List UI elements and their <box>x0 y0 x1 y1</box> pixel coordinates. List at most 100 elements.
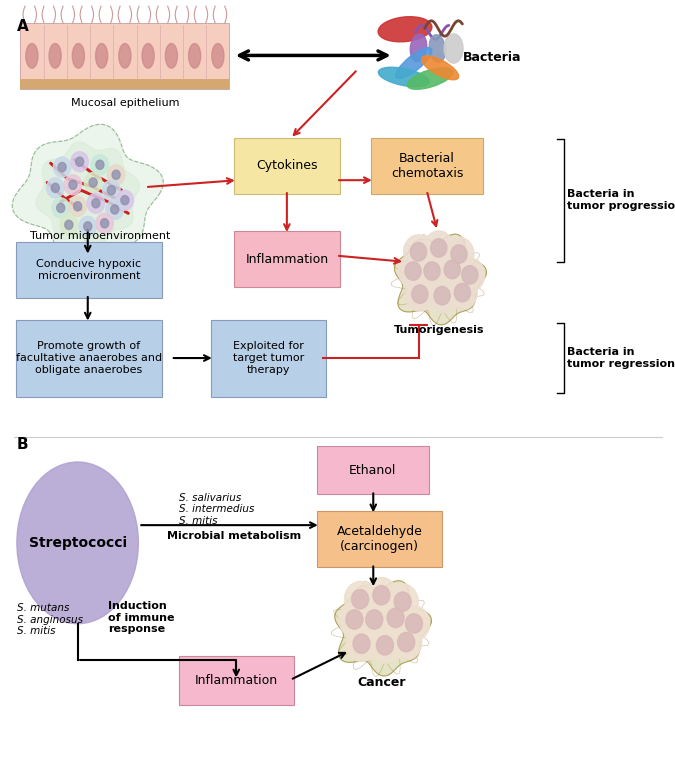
Circle shape <box>92 199 100 208</box>
FancyBboxPatch shape <box>317 511 442 567</box>
Ellipse shape <box>119 43 131 69</box>
Text: Bacteria in
tumor regression: Bacteria in tumor regression <box>567 347 675 369</box>
Circle shape <box>424 231 454 265</box>
Text: Bacteria: Bacteria <box>462 52 521 64</box>
Ellipse shape <box>72 43 84 69</box>
Circle shape <box>57 203 65 213</box>
Circle shape <box>346 626 377 661</box>
Circle shape <box>84 222 92 231</box>
Circle shape <box>101 219 109 228</box>
Circle shape <box>79 216 97 236</box>
Text: Conducive hypoxic
microenvironment: Conducive hypoxic microenvironment <box>36 259 141 281</box>
Text: Tumor microenvironment: Tumor microenvironment <box>30 231 171 241</box>
Text: A: A <box>17 19 28 34</box>
Circle shape <box>121 196 129 205</box>
Ellipse shape <box>396 48 432 79</box>
Circle shape <box>434 286 450 305</box>
Circle shape <box>60 215 78 235</box>
Text: Inflammation: Inflammation <box>194 674 278 687</box>
Ellipse shape <box>26 43 38 69</box>
Text: Inflammation: Inflammation <box>245 253 329 266</box>
FancyBboxPatch shape <box>234 231 340 287</box>
Circle shape <box>116 190 134 210</box>
Circle shape <box>87 193 105 213</box>
FancyBboxPatch shape <box>20 23 230 89</box>
Text: Induction
of immune
response: Induction of immune response <box>108 601 175 634</box>
Text: S. mutans
S. anginosus
S. mitis: S. mutans S. anginosus S. mitis <box>17 603 83 637</box>
Circle shape <box>91 155 109 175</box>
Circle shape <box>405 262 421 280</box>
Circle shape <box>369 628 400 663</box>
Circle shape <box>344 581 376 617</box>
Circle shape <box>111 205 119 214</box>
Circle shape <box>106 199 124 219</box>
Ellipse shape <box>188 43 200 69</box>
Circle shape <box>84 172 102 192</box>
Ellipse shape <box>444 34 463 63</box>
Circle shape <box>352 590 369 609</box>
Polygon shape <box>12 124 163 264</box>
Ellipse shape <box>429 35 446 62</box>
Polygon shape <box>36 142 140 246</box>
Circle shape <box>462 266 478 284</box>
Circle shape <box>71 152 88 172</box>
Text: Exploited for
target tumor
therapy: Exploited for target tumor therapy <box>233 341 304 375</box>
Circle shape <box>53 157 71 177</box>
Circle shape <box>353 634 370 654</box>
Circle shape <box>437 253 467 286</box>
Text: Cytokines: Cytokines <box>256 159 318 172</box>
Circle shape <box>64 175 82 195</box>
FancyBboxPatch shape <box>16 242 162 298</box>
Circle shape <box>96 213 113 233</box>
Circle shape <box>394 592 411 611</box>
Circle shape <box>387 608 404 628</box>
Circle shape <box>96 160 104 169</box>
Circle shape <box>391 624 422 660</box>
Ellipse shape <box>407 68 453 89</box>
Text: Mucosal epithelium: Mucosal epithelium <box>71 98 179 108</box>
Circle shape <box>424 262 440 280</box>
Circle shape <box>373 585 390 605</box>
Text: Cancer: Cancer <box>357 676 406 689</box>
Ellipse shape <box>142 43 154 69</box>
Text: Promote growth of
facultative anaerobes and
obligate anaerobes: Promote growth of facultative anaerobes … <box>16 341 162 375</box>
Ellipse shape <box>17 462 138 624</box>
FancyBboxPatch shape <box>234 138 340 194</box>
Circle shape <box>405 277 435 311</box>
Circle shape <box>398 254 428 288</box>
Text: S. salivarius
S. intermedius
S. mitis: S. salivarius S. intermedius S. mitis <box>179 493 254 526</box>
Text: B: B <box>17 437 28 452</box>
Text: Bacterial
chemotaxis: Bacterial chemotaxis <box>391 152 463 180</box>
Circle shape <box>112 170 120 179</box>
Text: Ethanol: Ethanol <box>349 464 397 477</box>
Ellipse shape <box>165 43 178 69</box>
Text: Microbial metabolism: Microbial metabolism <box>167 531 302 541</box>
Circle shape <box>51 183 59 192</box>
Circle shape <box>377 636 394 655</box>
Circle shape <box>410 243 427 261</box>
Circle shape <box>339 601 370 638</box>
Circle shape <box>366 578 397 613</box>
Text: Tumorigenesis: Tumorigenesis <box>394 325 484 335</box>
Ellipse shape <box>212 43 224 69</box>
FancyBboxPatch shape <box>16 320 162 397</box>
Circle shape <box>398 606 429 641</box>
Ellipse shape <box>379 67 429 87</box>
Circle shape <box>448 276 477 310</box>
Circle shape <box>47 178 64 198</box>
Circle shape <box>427 279 457 313</box>
Circle shape <box>404 235 433 269</box>
FancyBboxPatch shape <box>211 320 326 397</box>
Circle shape <box>107 165 125 185</box>
Circle shape <box>431 239 447 257</box>
Circle shape <box>406 614 423 633</box>
Ellipse shape <box>421 55 459 80</box>
Circle shape <box>454 283 470 302</box>
FancyBboxPatch shape <box>20 79 230 89</box>
Text: Streptococci: Streptococci <box>28 536 127 550</box>
Circle shape <box>107 186 115 195</box>
FancyBboxPatch shape <box>317 446 429 494</box>
Ellipse shape <box>96 43 108 69</box>
Ellipse shape <box>49 43 61 69</box>
Circle shape <box>417 254 447 288</box>
